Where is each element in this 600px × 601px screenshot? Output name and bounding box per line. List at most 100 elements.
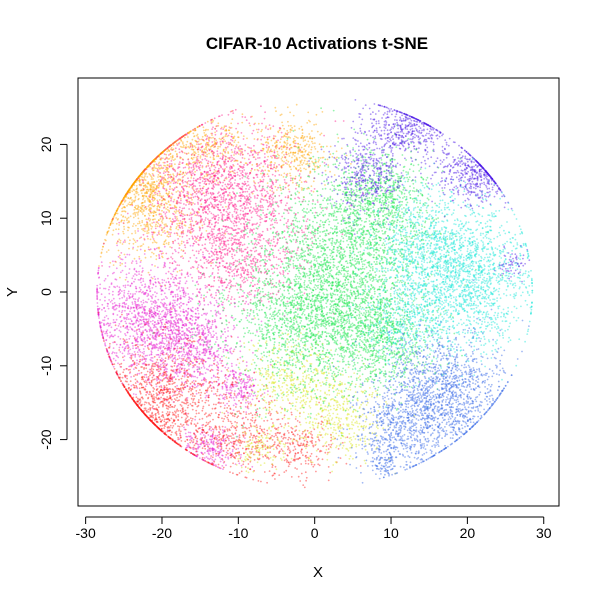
data-point <box>194 179 197 182</box>
data-point <box>125 303 128 305</box>
data-point <box>179 220 182 222</box>
data-point <box>241 121 244 124</box>
data-point <box>119 276 121 279</box>
data-point <box>227 243 230 246</box>
data-point <box>240 274 243 277</box>
data-point <box>191 146 194 149</box>
data-point <box>285 153 288 156</box>
data-point <box>199 164 202 167</box>
data-point <box>163 223 166 226</box>
data-point <box>231 255 233 258</box>
data-point <box>266 201 269 204</box>
data-point <box>209 196 212 199</box>
data-point <box>265 256 268 258</box>
data-point <box>275 293 278 296</box>
data-point <box>256 238 258 241</box>
data-point <box>305 181 308 184</box>
data-point <box>176 174 179 177</box>
data-point <box>206 135 209 138</box>
data-point <box>166 169 169 172</box>
data-point <box>131 199 133 201</box>
data-point <box>204 155 207 158</box>
data-point <box>172 200 175 203</box>
data-point <box>213 235 216 238</box>
data-point <box>262 209 264 212</box>
data-point <box>215 256 218 259</box>
data-point <box>259 264 262 267</box>
data-point <box>264 163 267 165</box>
data-point <box>230 138 232 141</box>
data-point <box>200 203 203 206</box>
data-point <box>221 206 224 209</box>
data-point <box>221 174 224 177</box>
data-point <box>191 220 194 222</box>
data-point <box>261 135 263 137</box>
data-point <box>217 145 220 148</box>
data-point <box>153 301 155 304</box>
data-point <box>266 182 269 185</box>
data-point <box>267 138 269 141</box>
data-point <box>148 209 151 212</box>
data-point <box>212 261 214 264</box>
data-point <box>201 153 204 156</box>
data-point <box>168 150 170 152</box>
data-point <box>194 171 197 173</box>
data-point <box>151 218 154 221</box>
data-point <box>142 170 145 172</box>
data-point <box>119 204 121 206</box>
data-point <box>270 161 273 164</box>
data-point <box>207 206 209 208</box>
data-point <box>276 166 278 168</box>
data-point <box>224 232 227 235</box>
data-point <box>245 225 248 228</box>
point-cluster <box>98 125 229 310</box>
data-point <box>306 160 309 163</box>
data-point <box>210 230 213 233</box>
data-point <box>211 273 214 275</box>
data-point <box>145 192 147 195</box>
data-point <box>150 227 153 230</box>
data-point <box>231 156 234 159</box>
data-point <box>227 151 230 153</box>
data-point <box>135 211 138 214</box>
data-point <box>160 157 163 160</box>
data-point <box>148 354 151 356</box>
data-point <box>256 197 259 200</box>
data-point <box>178 235 181 238</box>
data-point <box>142 171 144 173</box>
data-point <box>230 296 233 298</box>
data-point <box>137 222 139 225</box>
data-point <box>161 209 163 212</box>
data-point <box>151 303 153 305</box>
data-point <box>245 263 247 265</box>
data-point <box>139 265 141 267</box>
data-point <box>270 196 273 199</box>
data-point <box>172 343 175 345</box>
data-point <box>129 239 131 242</box>
data-point <box>207 171 209 174</box>
data-point <box>162 187 165 190</box>
data-point <box>228 171 231 174</box>
data-point <box>211 236 214 239</box>
data-point <box>194 191 196 194</box>
data-point <box>230 239 233 242</box>
data-point <box>159 152 162 155</box>
data-point <box>146 334 149 336</box>
data-point <box>209 261 212 263</box>
data-point <box>216 170 219 173</box>
data-point <box>240 172 243 175</box>
data-point <box>154 265 156 267</box>
data-point <box>210 250 213 253</box>
data-point <box>228 321 231 324</box>
data-point <box>240 132 243 134</box>
data-point <box>119 203 122 206</box>
data-point <box>243 278 245 281</box>
data-point <box>109 322 112 325</box>
data-point <box>239 218 242 221</box>
data-point <box>302 162 305 164</box>
data-point <box>173 260 176 262</box>
data-point <box>195 188 198 191</box>
data-point <box>294 175 297 178</box>
data-point <box>208 152 210 155</box>
data-point <box>190 153 193 156</box>
